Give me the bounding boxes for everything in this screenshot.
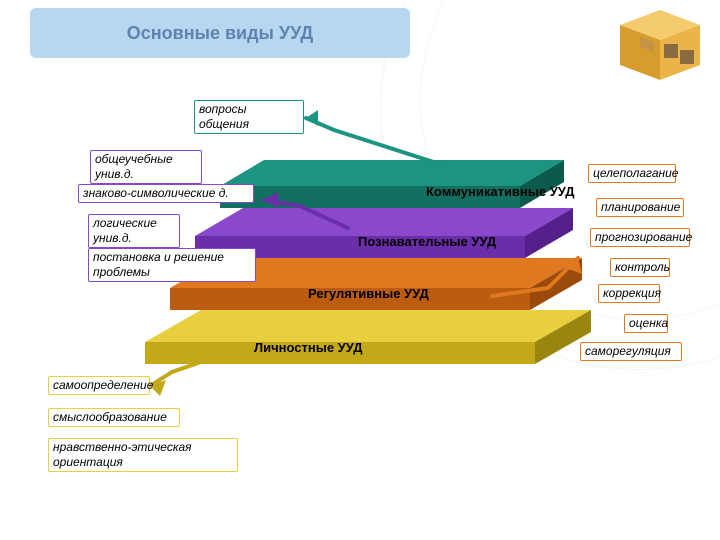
tag-cognitive-1: знаково-символические д. (78, 184, 254, 203)
tag-regulative-0: целеполагание (588, 164, 676, 183)
platform-top-personal (145, 310, 591, 342)
tag-regulative-4: коррекция (598, 284, 660, 303)
platform-top-cognitive (195, 208, 573, 236)
tag-regulative-1: планирование (596, 198, 684, 217)
tag-personal-1: смыслообразование (48, 408, 180, 427)
tag-regulative-6: саморегуляция (580, 342, 682, 361)
tag-regulative-5: оценка (624, 314, 668, 333)
platform-label-personal: Личностные УУД (254, 340, 362, 355)
tag-communicative-0: вопросы общения (194, 100, 304, 134)
tag-personal-2: нравственно-этическая ориентация (48, 438, 238, 472)
platform-label-regulative: Регулятивные УУД (308, 286, 429, 301)
platform-label-communicative: Коммуникативные УУД (426, 184, 575, 199)
tag-personal-0: самоопределение (48, 376, 150, 395)
tag-cognitive-2: логические унив.д. (88, 214, 180, 248)
tag-regulative-2: прогнозирование (590, 228, 690, 247)
platform-top-communicative (220, 160, 564, 186)
tag-cognitive-0: общеучебные унив.д. (90, 150, 202, 184)
platform-label-cognitive: Познавательные УУД (358, 234, 496, 249)
tag-cognitive-3: постановка и решение проблемы (88, 248, 256, 282)
tag-regulative-3: контроль (610, 258, 670, 277)
